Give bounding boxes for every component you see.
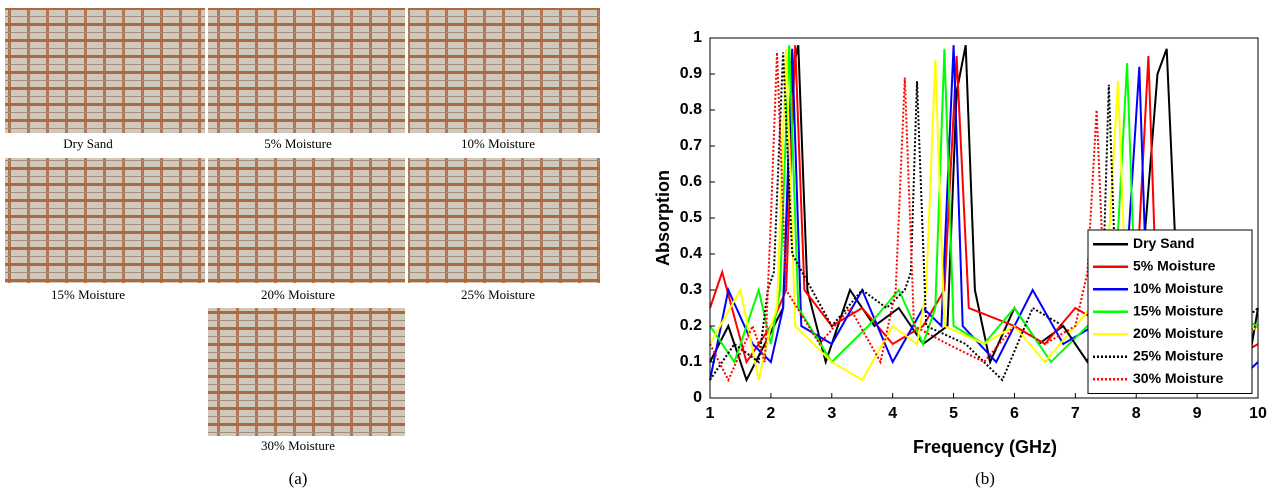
photo-caption: 5% Moisture xyxy=(264,136,332,151)
y-tick-label: 0.6 xyxy=(680,173,702,190)
series-line xyxy=(709,52,1259,382)
photo-caption: Dry Sand xyxy=(63,136,113,151)
x-axis-label: Frequency (GHz) xyxy=(913,437,1057,457)
y-tick-label: 0.7 xyxy=(680,137,702,154)
photo-caption: 15% Moisture xyxy=(51,287,125,302)
photo xyxy=(5,8,205,133)
y-tick-label: 0.8 xyxy=(680,101,702,118)
x-tick-label: 7 xyxy=(1071,405,1080,422)
x-tick-label: 6 xyxy=(1010,405,1019,422)
legend-label: 15% Moisture xyxy=(1133,302,1223,318)
photo xyxy=(5,158,205,283)
series-line xyxy=(709,45,1259,393)
y-tick-label: 0.3 xyxy=(680,281,702,298)
photo-caption: 30% Moisture xyxy=(261,438,335,453)
photo-caption: 20% Moisture xyxy=(261,287,335,302)
y-tick-label: 1 xyxy=(693,29,702,46)
photo xyxy=(208,8,405,133)
x-tick-label: 8 xyxy=(1132,405,1141,422)
x-tick-label: 10 xyxy=(1249,405,1267,422)
y-tick-label: 0.4 xyxy=(680,245,702,262)
y-tick-label: 0.1 xyxy=(680,353,702,370)
y-tick-label: 0.9 xyxy=(680,65,702,82)
x-tick-label: 1 xyxy=(706,405,715,422)
y-tick-label: 0.2 xyxy=(680,317,702,334)
legend-label: 5% Moisture xyxy=(1133,257,1216,273)
x-tick-label: 5 xyxy=(949,405,958,422)
photo xyxy=(208,308,405,436)
panel-label: (a) xyxy=(289,469,308,488)
photo-panel: Dry Sand 5% Moisture 10% Moisture 15% Mo… xyxy=(5,8,600,488)
panel-label: (b) xyxy=(975,469,995,488)
y-axis-label: Absorption xyxy=(653,170,673,266)
photo-caption: 10% Moisture xyxy=(461,136,535,151)
y-tick-label: 0 xyxy=(693,389,702,406)
series-line xyxy=(709,52,1259,383)
photo xyxy=(208,158,405,283)
y-tick-label: 0.5 xyxy=(680,209,702,226)
x-tick-label: 2 xyxy=(766,405,775,422)
photo xyxy=(408,158,600,283)
series-line xyxy=(709,48,1259,382)
x-tick-label: 9 xyxy=(1193,405,1202,422)
photo-caption: 25% Moisture xyxy=(461,287,535,302)
x-tick-label: 4 xyxy=(888,405,897,422)
photo xyxy=(408,8,600,133)
legend-label: 30% Moisture xyxy=(1133,370,1223,386)
legend-label: 20% Moisture xyxy=(1133,325,1223,341)
legend-label: Dry Sand xyxy=(1133,235,1194,251)
x-tick-label: 3 xyxy=(827,405,836,422)
legend-label: 25% Moisture xyxy=(1133,347,1223,363)
legend-label: 10% Moisture xyxy=(1133,280,1223,296)
